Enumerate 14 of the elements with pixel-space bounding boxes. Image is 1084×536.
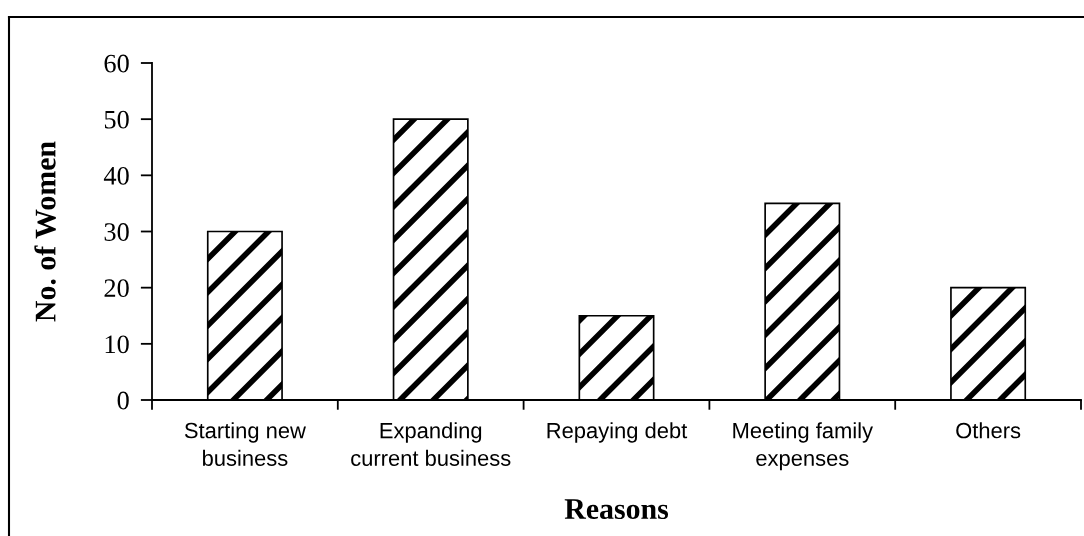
y-tick-label: 0 (117, 391, 129, 410)
y-tick-label: 60 (104, 54, 129, 73)
x-tick-label: Expanding current business (351, 422, 511, 466)
x-tick-label: Others (956, 422, 1021, 439)
x-tick-label: Meeting family expenses (733, 422, 873, 471)
x-axis-title: Reasons (564, 499, 669, 520)
y-tick-label: 10 (105, 335, 129, 354)
y-tick-label: 40 (103, 166, 129, 185)
y-tick-label: 20 (104, 279, 129, 298)
y-tick-label: 50 (104, 110, 129, 129)
y-axis-title: No. of Women (34, 141, 56, 322)
y-tick-label: 30 (104, 223, 129, 241)
x-tick-label: Starting new business (184, 422, 306, 466)
x-tick-label: Repaying debt (547, 422, 688, 443)
